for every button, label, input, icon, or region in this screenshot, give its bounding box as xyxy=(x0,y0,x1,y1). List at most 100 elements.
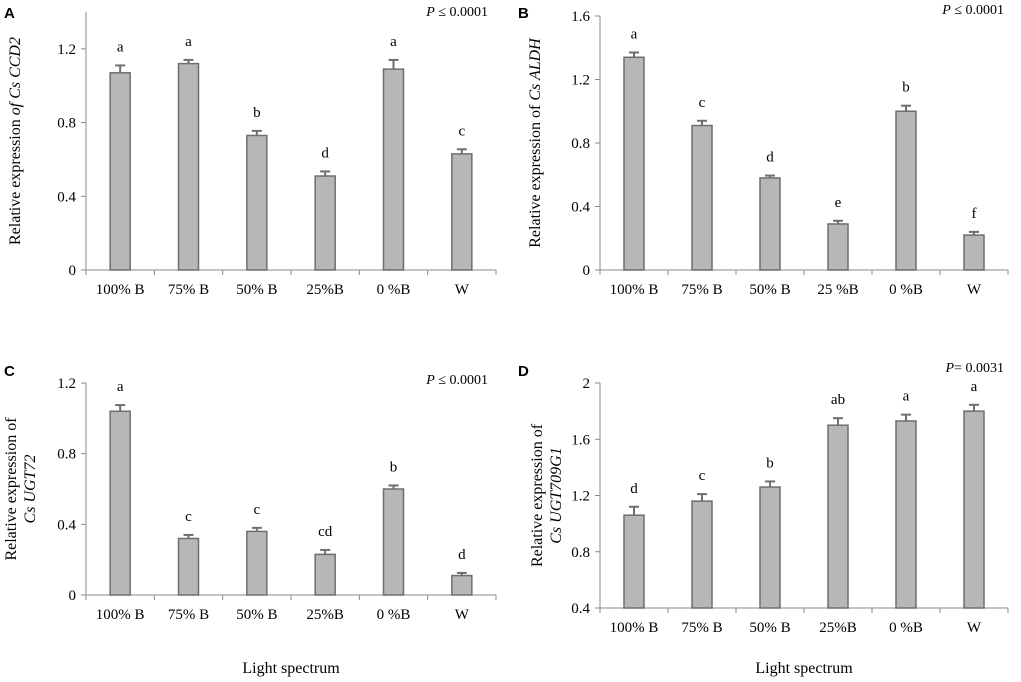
bar-5 xyxy=(895,110,917,271)
bar-5 xyxy=(382,68,405,271)
significance-label: cd xyxy=(318,524,333,540)
y-tick-label: 1.2 xyxy=(571,489,590,505)
x-tick-label: W xyxy=(967,620,982,636)
y-label-prefix: Relative expression xyxy=(7,115,24,245)
significance-label: d xyxy=(630,481,638,497)
p-value: P= 0.0031 xyxy=(945,361,1004,376)
significance-label: c xyxy=(699,95,706,111)
p-symbol: P xyxy=(941,3,951,18)
bar-3 xyxy=(246,530,268,596)
panel-letter: C xyxy=(4,363,15,380)
x-tick-label: 0 %B xyxy=(889,282,923,298)
significance-label: f xyxy=(972,206,977,222)
bar-1 xyxy=(109,72,131,271)
x-tick-label: 0 %B xyxy=(377,607,411,623)
y-tick-label: 0 xyxy=(583,263,591,279)
x-tick-label: W xyxy=(967,282,982,298)
bar-5 xyxy=(382,488,405,596)
y-tick-label: 1.6 xyxy=(571,432,590,448)
y-axis-label: Relative expression of Cs CCD2 xyxy=(7,37,24,245)
significance-label: b xyxy=(253,105,261,121)
bar-2 xyxy=(691,124,713,271)
significance-label: c xyxy=(458,123,465,139)
x-tick-label: 75% B xyxy=(681,620,722,636)
y-tick-label: 0.8 xyxy=(571,136,590,152)
significance-label: a xyxy=(390,34,397,50)
p-value-text: = 0.0031 xyxy=(954,361,1004,376)
y-tick-label: 2 xyxy=(583,376,591,392)
bar-4 xyxy=(827,424,849,609)
y-tick-label: 0 xyxy=(69,588,77,604)
x-tick-label: 0 %B xyxy=(377,282,411,298)
y-label-line1: Relative expression of xyxy=(3,417,20,561)
significance-label: a xyxy=(185,34,192,50)
x-tick-label: 100% B xyxy=(96,607,145,623)
bar-1 xyxy=(109,410,131,596)
panel-letter: A xyxy=(4,5,15,22)
bar-4 xyxy=(827,223,849,271)
significance-label: a xyxy=(971,379,978,395)
x-tick-label: W xyxy=(455,607,470,623)
x-axis-title: Light spectrum xyxy=(242,660,340,677)
y-tick-label: 0.4 xyxy=(571,601,590,617)
x-tick-label: 50% B xyxy=(749,620,790,636)
significance-label: ab xyxy=(831,392,845,408)
y-tick-label: 0.8 xyxy=(57,116,76,132)
y-tick-label: 1.2 xyxy=(571,73,590,89)
p-symbol: P xyxy=(425,5,435,20)
bar-6 xyxy=(451,574,473,596)
x-tick-label: 100% B xyxy=(96,282,145,298)
bar-3 xyxy=(759,486,781,609)
significance-label: d xyxy=(766,150,774,166)
bar-2 xyxy=(177,537,200,596)
y-tick-label: 1.6 xyxy=(571,9,590,25)
x-tick-label: 100% B xyxy=(610,620,659,636)
bar-5 xyxy=(895,420,917,609)
y-tick-label: 0.4 xyxy=(571,200,590,216)
x-tick-label: 25%B xyxy=(306,282,344,298)
bar-2 xyxy=(177,62,200,271)
p-value: P ≤ 0.0001 xyxy=(425,373,488,388)
bar-6 xyxy=(963,410,985,609)
x-tick-label: 0 %B xyxy=(889,620,923,636)
bar-4 xyxy=(314,175,336,271)
p-symbol: P xyxy=(945,361,955,376)
bar-3 xyxy=(246,134,268,271)
p-value-text: ≤ 0.0001 xyxy=(435,5,488,20)
significance-label: b xyxy=(390,459,398,475)
y-label-gene: Cs UGT72 xyxy=(22,455,39,524)
significance-label: a xyxy=(117,39,124,55)
y-tick-label: 0.8 xyxy=(571,545,590,561)
x-tick-label: 75% B xyxy=(681,282,722,298)
chart-panel-a: A 0 0.4 0.8 1.2 a 100% B a 75% B b 50% B d 25%B a 0 %B… xyxy=(4,5,497,298)
x-tick-label: 100% B xyxy=(610,282,659,298)
bar-2 xyxy=(691,500,713,609)
x-tick-label: 25 %B xyxy=(817,282,858,298)
significance-label: c xyxy=(185,509,192,525)
significance-label: c xyxy=(699,468,706,484)
y-tick-label: 0.4 xyxy=(57,517,76,533)
bar-1 xyxy=(623,56,645,271)
y-axis-label: Relative expression of Cs UGT72 xyxy=(3,417,39,561)
chart-panel-d: D 0.4 0.8 1.2 1.6 2 d 100% B c 75% B b 50% B ab 25%B a… xyxy=(518,361,1009,677)
p-value-text: ≤ 0.0001 xyxy=(951,3,1004,18)
x-tick-label: 75% B xyxy=(168,607,209,623)
significance-label: a xyxy=(903,389,910,405)
bar-1 xyxy=(623,514,645,609)
chart-panel-b: B 0 0.4 0.8 1.2 1.6 a 100% B c 75% B d 50% B e 25 %B b… xyxy=(518,3,1009,298)
y-label-line1: Relative expression of xyxy=(529,423,546,567)
p-value: P ≤ 0.0001 xyxy=(941,3,1004,18)
significance-label: b xyxy=(766,455,774,471)
bar-6 xyxy=(451,153,473,271)
chart-panel-c: C 0 0.4 0.8 1.2 a 100% B c 75% B c 50% B cd 25%B b 0 %… xyxy=(3,363,497,677)
p-value: P ≤ 0.0001 xyxy=(425,5,488,20)
significance-label: e xyxy=(835,195,842,211)
y-tick-label: 0 xyxy=(69,263,77,279)
x-tick-label: W xyxy=(455,282,470,298)
significance-label: b xyxy=(902,80,910,96)
y-axis-label: Relative expression of Cs ALDH xyxy=(527,37,544,248)
x-tick-label: 50% B xyxy=(749,282,790,298)
y-tick-label: 1.2 xyxy=(57,42,76,58)
significance-label: a xyxy=(117,379,124,395)
